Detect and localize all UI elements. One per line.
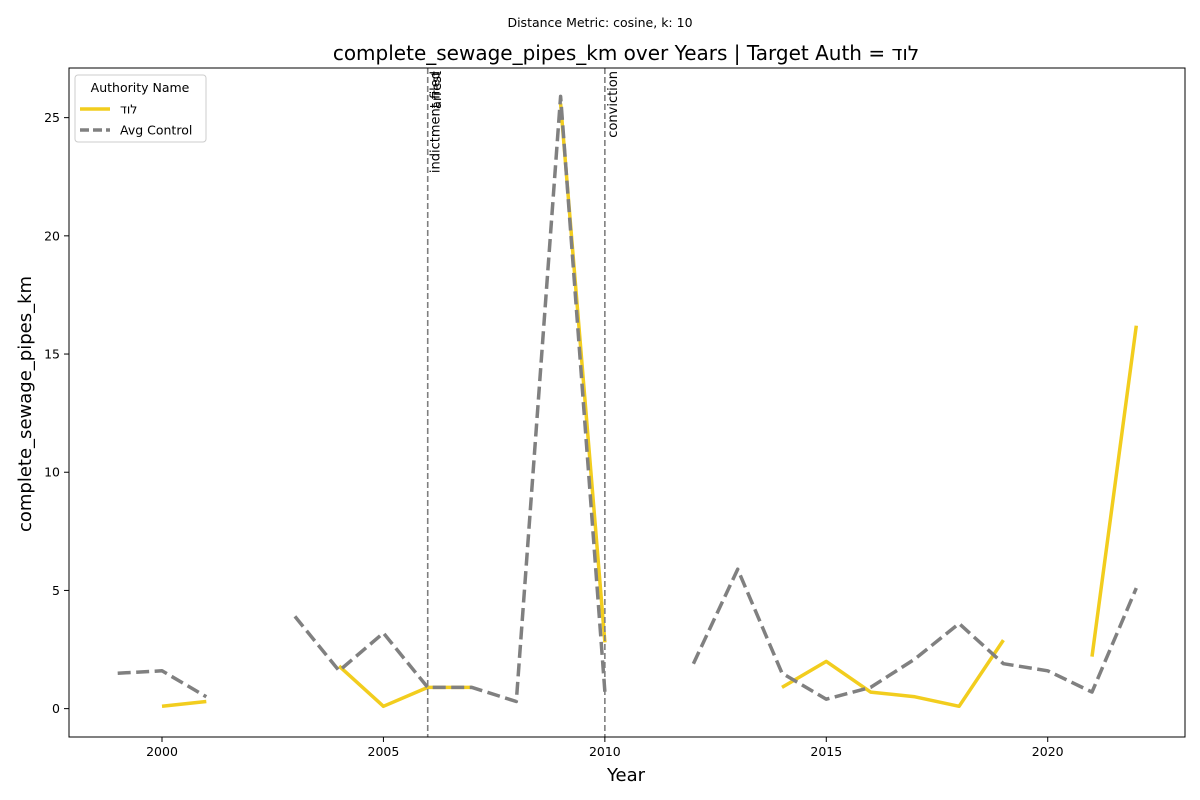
- legend-box: [74, 74, 207, 143]
- y-axis-ticks: 0 5 10 15 20 25: [44, 110, 69, 716]
- x-tick-label: 2000: [146, 744, 178, 759]
- x-axis-ticks: 2000 2005 2010 2015 2020: [146, 737, 1064, 759]
- series-line-target: [161, 103, 1139, 709]
- event-label: arrest: [430, 71, 445, 109]
- y-tick-label: 25: [44, 110, 60, 125]
- y-axis-label: complete_sewage_pipes_km: [15, 276, 36, 532]
- x-tick-label: 2020: [1032, 744, 1064, 759]
- y-tick-label: 20: [44, 228, 60, 243]
- legend: Authority Name לוד Avg Control: [74, 74, 207, 143]
- y-tick-label: 0: [52, 701, 60, 716]
- x-tick-label: 2015: [810, 744, 842, 759]
- x-tick-label: 2010: [589, 744, 621, 759]
- x-tick-label: 2005: [368, 744, 400, 759]
- chart-title: complete_sewage_pipes_km over Years | Ta…: [333, 41, 919, 65]
- event-label: indictment filed: [429, 71, 444, 173]
- legend-title: Authority Name: [91, 80, 190, 95]
- y-tick-label: 15: [44, 347, 60, 362]
- legend-entry: לוד: [120, 102, 137, 117]
- legend-entry: Avg Control: [120, 123, 192, 138]
- y-tick-label: 10: [44, 465, 60, 480]
- y-tick-label: 5: [52, 583, 60, 598]
- x-axis-label: Year: [606, 765, 646, 786]
- series-line-avg-control: [117, 94, 1138, 704]
- event-label: conviction: [606, 71, 621, 138]
- axes-frame: [68, 67, 1186, 738]
- chart-suptitle: Distance Metric: cosine, k: 10: [507, 15, 692, 30]
